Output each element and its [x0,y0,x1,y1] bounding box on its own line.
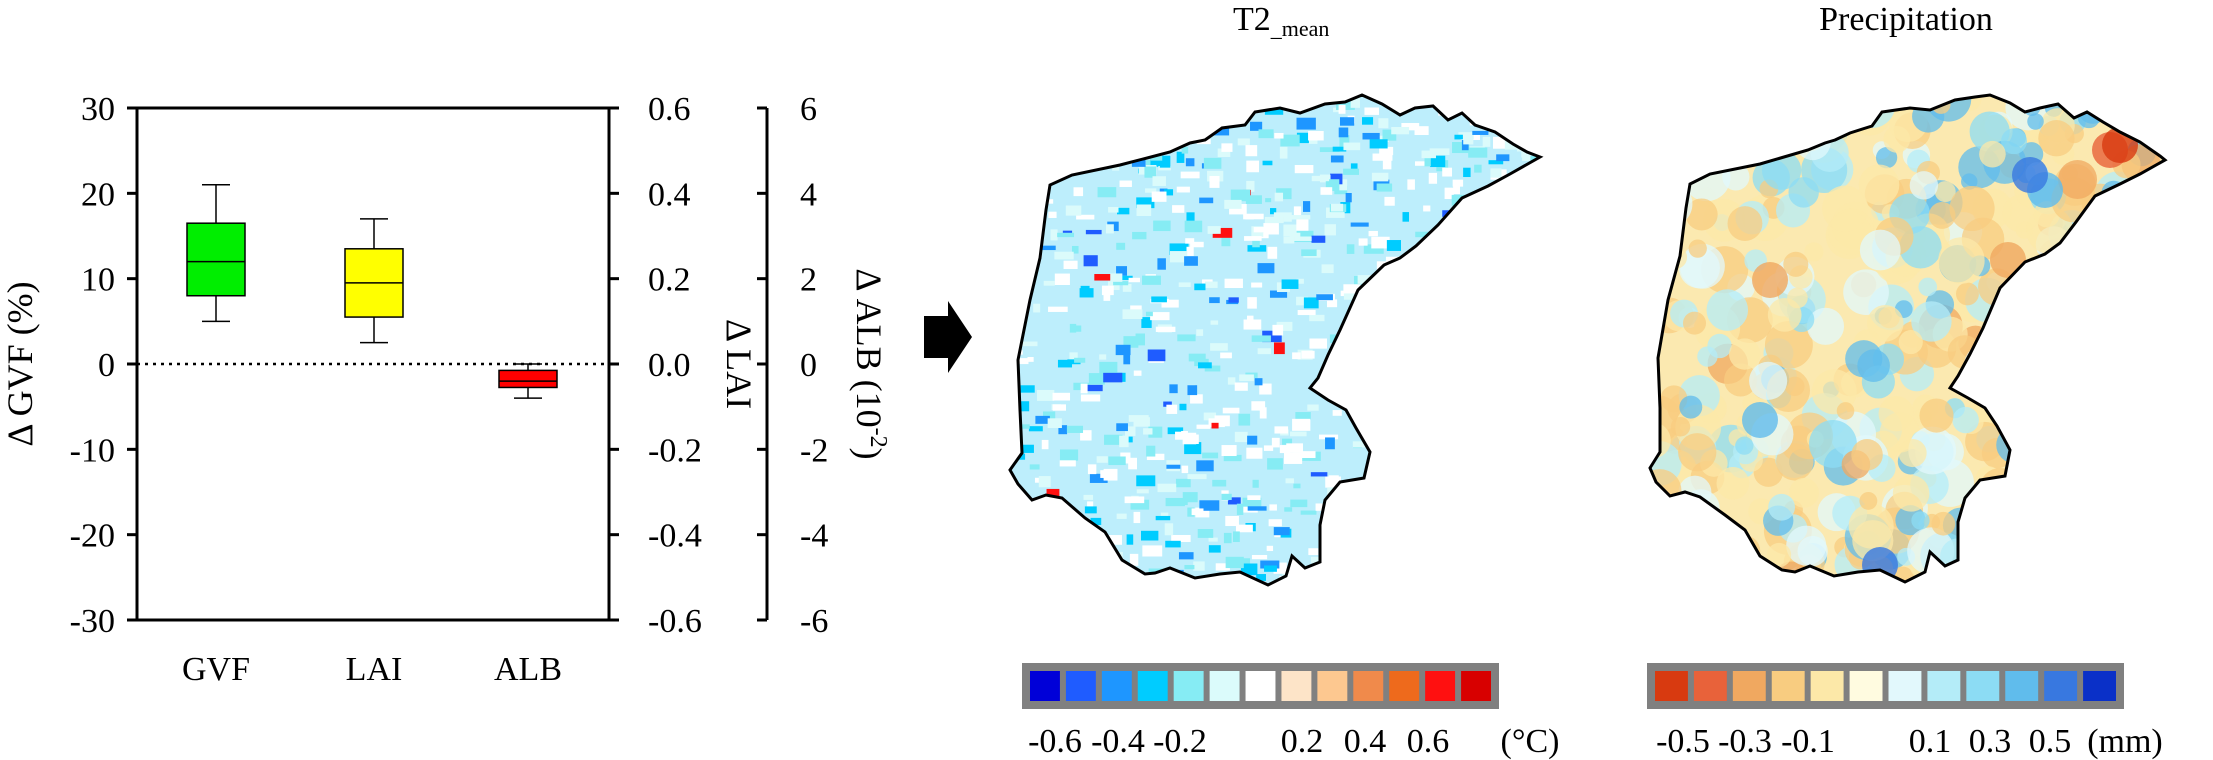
alb-axis-title-end: ) [849,448,889,460]
colorbar-swatch [1810,671,1844,701]
precip-colorbar-labels: -0.5 -0.3 -0.1 0.1 0.3 0.5 (mm) [1656,723,2163,760]
colorbar-swatch [2005,671,2039,701]
colorbar-swatch [1353,671,1384,701]
colorbar-tick-label: 0.5 [2029,723,2072,760]
left-tick-label: 0 [98,347,115,384]
category-label: GVF [182,651,250,688]
colorbar-swatch [1317,671,1348,701]
colorbar-tick-label: -0.4 [1091,723,1145,760]
right1-tick-label: 0.0 [648,347,691,384]
t2-colorbar-labels: -0.6 -0.4 -0.2 0.2 0.4 0.6 (°C) [1028,723,1559,760]
colorbar-swatch [1389,671,1420,701]
right1-tick-label: -0.6 [648,603,702,640]
colorbar-swatch [1245,671,1276,701]
colorbar-tick-label: 0.2 [1281,723,1324,760]
left-tick-label: 10 [81,262,115,299]
left-axis: 30 20 10 0 -10 -20 -30 [70,91,137,640]
colorbar-swatch [1966,671,2000,701]
t2-title-sub: _mean [1270,16,1330,41]
alb-axis-title: Δ ALB (10-2) [849,268,891,459]
colorbar-swatch [1209,671,1240,701]
colorbar-tick-label: -0.6 [1028,723,1082,760]
left-tick-label: -20 [70,518,115,555]
colorbar-swatch [1655,671,1688,701]
right2-tick-label: 2 [800,262,817,299]
precipitation-map: Precipitation -0.5 -0.3 -0.1 0.1 0.3 0.5 (mm) [1647,1,2168,760]
right1-tick-label: 0.4 [648,176,691,213]
colorbar-swatch [1101,671,1132,701]
right1-tick-label: -0.2 [648,432,702,469]
lai-axis-title: Δ LAI [719,319,759,409]
colorbar-unit: (°C) [1501,723,1560,760]
precip-map-outline [1648,93,2168,584]
colorbar-tick-label: -0.3 [1718,723,1772,760]
box-body [498,369,558,389]
colorbar-swatch [1065,671,1096,701]
right2-tick-label: 4 [800,176,817,213]
colorbar-swatch [1281,671,1312,701]
precip-colorbar [1647,663,2124,709]
colorbar-unit: (mm) [2087,723,2163,760]
colorbar-swatch [1693,671,1727,701]
box-gvf [186,184,246,323]
left-tick-label: -10 [70,432,115,469]
t2-title-main: T2 [1233,1,1271,38]
colorbar-swatch [1732,671,1766,701]
colorbar-tick-label: -0.2 [1153,723,1207,760]
left-axis-title: Δ GVF (%) [0,281,40,446]
right-axis-alb: 6 4 2 0 -2 -4 -6 [757,91,828,640]
right2-tick-label: -2 [800,432,828,469]
right2-tick-label: 6 [800,91,817,128]
alb-axis-title-main: Δ ALB (10 [849,268,889,427]
t2-mean-map: T2_mean -0.6 -0.4 -0.2 0.2 0.4 0.6 (°C) [1008,1,1559,760]
t2-map-title: T2_mean [1233,1,1329,41]
colorbar-tick-label: 0.3 [1969,723,2012,760]
colorbar-swatch [2044,671,2078,701]
left-tick-label: 20 [81,176,115,213]
right1-tick-label: 0.6 [648,91,691,128]
category-label: LAI [346,651,403,688]
colorbar-swatch [1888,671,1922,701]
colorbar-tick-label: -0.1 [1781,723,1835,760]
t2-map-field [1010,95,1540,585]
right2-tick-label: -4 [800,518,828,555]
t2-map-outline [1008,93,1544,587]
colorbar-tick-label: 0.6 [1407,723,1450,760]
boxes [186,184,558,399]
category-labels: GVF LAI ALB [182,651,562,688]
colorbar-tick-label: 0.4 [1344,723,1387,760]
colorbar-swatch [1849,671,1883,701]
box-alb [498,363,558,399]
colorbar-swatch [1173,671,1204,701]
left-tick-label: -30 [70,603,115,640]
colorbar-swatch [1927,671,1961,701]
right1-tick-label: -0.4 [648,518,702,555]
right-arrow-icon [924,301,972,373]
right1-tick-label: 0.2 [648,262,691,299]
colorbar-swatch [1137,671,1168,701]
category-label: ALB [494,651,562,688]
precip-map-title: Precipitation [1819,1,1993,38]
alb-axis-title-sup: -2 [865,428,891,448]
colorbar-swatch [2083,671,2116,701]
right-axis-lai: 0.6 0.4 0.2 0.0 -0.2 -0.4 -0.6 [609,91,702,640]
colorbar-swatch [1030,671,1060,701]
box-body [186,222,246,297]
right2-tick-label: 0 [800,347,817,384]
t2-colorbar [1022,663,1499,709]
box-lai [344,218,404,344]
colorbar-tick-label: -0.5 [1656,723,1710,760]
colorbar-swatch [1771,671,1805,701]
right2-tick-label: -6 [800,603,828,640]
colorbar-swatch [1425,671,1456,701]
left-tick-label: 30 [81,91,115,128]
colorbar-tick-label: 0.1 [1909,723,1952,760]
precip-map-field [1650,95,2165,582]
colorbar-swatch [1461,671,1491,701]
